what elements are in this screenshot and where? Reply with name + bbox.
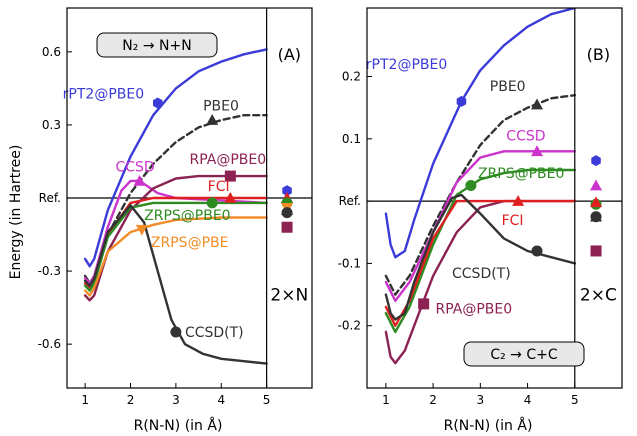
marker-rpt2-pbe0: [153, 97, 163, 109]
asymptote-marker-ccsd-t-: [590, 211, 602, 223]
asymptote-marker-rpa-pbe0: [590, 245, 602, 257]
x-tick-label: 5: [571, 393, 579, 407]
y-tick-label: -0.3: [38, 264, 61, 278]
series-label-fci: FCI: [502, 213, 524, 229]
marker-pbe0: [206, 114, 219, 125]
panel-a: rPT2@PBE0 PBE0 CCSD RPA@PBE0 FCI ZRPS@PBE0 ZRP…: [38, 7, 313, 407]
marker-fci: [512, 195, 525, 206]
series-line-rpt2-pbe0: [384, 8, 576, 259]
series-label-zrps-pbe: ZRPS@PBE: [151, 235, 229, 251]
marker-ccsd: [133, 174, 146, 186]
y-tick-label: -0.6: [38, 337, 61, 351]
x-tick-label: 5: [263, 393, 271, 407]
title-box: [463, 341, 585, 367]
series-line-ccsd-t-: [384, 193, 576, 321]
series-line-pbe0: [384, 94, 576, 296]
asymptote-marker-ccsd-t-: [281, 207, 293, 219]
series-label-pbe0: PBE0: [490, 79, 526, 95]
x-tick-label: 2: [127, 393, 135, 407]
series-line-fci: [83, 196, 268, 290]
series-label-ccsd-t-: CCSD(T): [452, 266, 511, 282]
plot-frame: [366, 7, 623, 389]
series-label-rpt2-pbe0: rPT2@PBE0: [63, 86, 144, 102]
series-line-rpt2-pbe0: [83, 48, 268, 268]
series-line-ccsd-t-: [83, 204, 268, 365]
series-label-ccsd: CCSD: [115, 159, 154, 175]
marker-rpa-pbe0: [224, 170, 236, 182]
y-axis-label: Energy (in Hartree): [8, 145, 24, 280]
curves: [83, 48, 268, 365]
y-tick-label: 0.2: [342, 70, 361, 84]
title-box-text: N₂ → N+N: [122, 38, 191, 54]
y-tick-label: -0.2: [338, 319, 361, 333]
marker-pbe0: [531, 98, 543, 110]
x-tick-label: 3: [172, 393, 180, 407]
marker-ccsd: [531, 145, 543, 157]
x-tick-label: 4: [217, 393, 225, 407]
marker-ccsd-t-: [531, 245, 543, 257]
asymptote-marker-fci: [590, 196, 603, 208]
series-label-zrps-pbe0: ZRPS@PBE0: [478, 166, 564, 182]
title-box-text: C₂ → C+C: [490, 347, 558, 363]
y-tick-label: -0.1: [338, 256, 361, 270]
series-label-pbe0: PBE0: [203, 98, 239, 114]
marker-zrps-pbe0: [465, 180, 477, 192]
marker-rpa-pbe0: [418, 298, 430, 310]
series-label-ccsd-t-: CCSD(T): [185, 325, 244, 341]
y-tick-label: 0.1: [342, 132, 361, 146]
y-tick-label: Ref.: [39, 191, 61, 205]
x-axis-label-a: R(N-N) (in Å): [134, 417, 223, 434]
marker-rpt2-pbe0: [456, 95, 467, 107]
separated-atoms-label: 2×N: [270, 286, 308, 306]
marker-fci: [224, 192, 237, 203]
panel-label: (B): [587, 45, 610, 64]
series-label-rpt2-pbe0: rPT2@PBE0: [366, 57, 447, 73]
x-tick-label: 2: [429, 393, 437, 407]
panel-label: (A): [278, 45, 301, 64]
asymptote-marker-rpa-pbe0: [281, 221, 293, 233]
y-tick-label: 0.3: [42, 118, 61, 132]
series-label-rpa-pbe0: RPA@PBE0: [435, 301, 512, 317]
series-label-zrps-pbe0: ZRPS@PBE0: [144, 208, 230, 224]
series-label-rpa-pbe0: RPA@PBE0: [190, 152, 267, 168]
marker-ccsd-t-: [170, 326, 182, 338]
series-label-ccsd: CCSD: [506, 129, 545, 145]
asymptote-marker-ccsd: [590, 179, 603, 191]
series-line-zrps-pbe: [83, 216, 268, 297]
title-box: [96, 32, 218, 58]
asymptote-marker-rpt2-pbe0: [282, 185, 292, 197]
x-tick-label: 1: [382, 393, 390, 407]
y-tick-label: Ref.: [339, 194, 361, 208]
marker-zrps-pbe: [135, 224, 148, 236]
x-tick-label: 4: [524, 393, 532, 407]
x-tick-label: 1: [81, 393, 89, 407]
x-axis-label-b: R(N-N) (in Å): [444, 417, 533, 434]
y-tick-label: 0.6: [42, 45, 61, 59]
asymptote-marker-rpt2-pbe0: [591, 155, 601, 167]
panel-b: rPT2@PBE0 PBE0 CCSD ZRPS@PBE0 RPA@PBE0 FCI CCS…: [338, 7, 623, 407]
x-tick-label: 3: [477, 393, 485, 407]
series-label-fci: FCI: [208, 179, 230, 195]
series-line-zrps-pbe0: [83, 201, 268, 292]
separated-atoms-label: 2×C: [580, 286, 617, 306]
marker-zrps-pbe0: [206, 197, 218, 209]
